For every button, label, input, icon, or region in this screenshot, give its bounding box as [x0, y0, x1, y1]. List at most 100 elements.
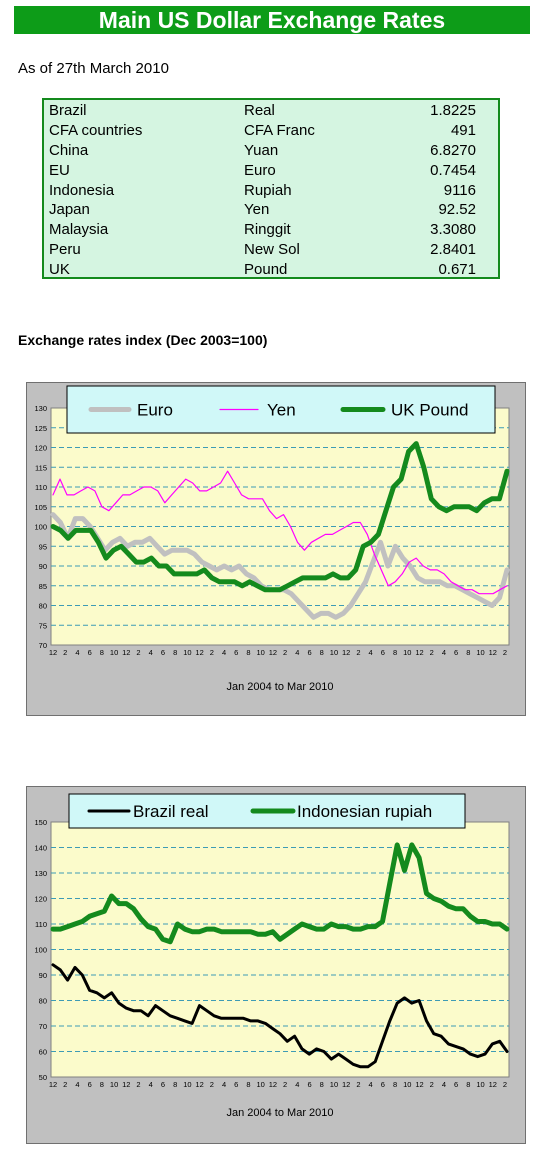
- y-tick-label: 90: [39, 971, 47, 980]
- x-tick-label: 10: [257, 1080, 265, 1089]
- table-row: Peru New Sol 2.8401: [44, 240, 498, 260]
- currency-cell: Euro: [244, 161, 276, 179]
- country-cell: Brazil: [49, 102, 87, 120]
- rate-cell: 491: [450, 122, 476, 140]
- x-tick-label: 8: [246, 648, 250, 657]
- x-tick-label: 6: [161, 648, 165, 657]
- x-tick-label: 12: [49, 1080, 57, 1089]
- table-row: Brazil Real 1.8225: [44, 101, 498, 121]
- x-tick-label: 2: [430, 1080, 434, 1089]
- series-line-yen: [52, 470, 508, 595]
- x-tick-label: 10: [183, 1080, 191, 1089]
- y-tick-label: 60: [39, 1048, 47, 1057]
- x-tick-label: 8: [100, 1080, 104, 1089]
- x-tick-label: 2: [283, 1080, 287, 1089]
- table-row: UK Pound 0.671: [44, 259, 498, 279]
- x-tick-label: 12: [122, 648, 130, 657]
- country-cell: UK: [49, 260, 70, 278]
- y-tick-label: 95: [39, 542, 47, 551]
- x-tick-label: 10: [110, 648, 118, 657]
- x-tick-label: 4: [149, 1080, 153, 1089]
- x-tick-label: 4: [75, 648, 79, 657]
- y-tick-label: 80: [39, 602, 47, 611]
- x-tick-label: 2: [503, 1080, 507, 1089]
- y-tick-label: 70: [39, 1022, 47, 1031]
- x-tick-label: 10: [110, 1080, 118, 1089]
- y-tick-label: 50: [39, 1073, 47, 1082]
- y-tick-label: 80: [39, 997, 47, 1006]
- chart-index-euro-yen-pound: 70 75 80 85 90 95 100 105 110 115 120 125 130 12 2 4 6 8 1…: [26, 382, 526, 716]
- x-tick-label: 10: [183, 648, 191, 657]
- chart-index-real-rupiah: 50 60 70 80 90 100 110 120 130 140 150 12 2 4 6 8 10 12 2 4…: [26, 786, 526, 1144]
- x-tick-label: 2: [430, 648, 434, 657]
- legend-label: Yen: [267, 401, 296, 420]
- x-tick-label: 2: [356, 648, 360, 657]
- x-tick-label: 12: [489, 648, 497, 657]
- x-tick-label: 2: [63, 1080, 67, 1089]
- x-tick-label: 2: [136, 648, 140, 657]
- x-tick-label: 4: [149, 648, 153, 657]
- x-tick-label: 4: [75, 1080, 79, 1089]
- rate-cell: 3.3080: [430, 221, 476, 239]
- currency-cell: New Sol: [244, 240, 300, 258]
- x-tick-label: 2: [503, 648, 507, 657]
- rate-cell: 6.8270: [430, 141, 476, 159]
- x-tick-label: 2: [283, 648, 287, 657]
- y-tick-label: 100: [34, 523, 47, 532]
- x-tick-label: 12: [195, 648, 203, 657]
- x-tick-label: 10: [257, 648, 265, 657]
- currency-cell: Ringgit: [244, 221, 291, 239]
- table-row: Malaysia Ringgit 3.3080: [44, 220, 498, 240]
- legend-label: Brazil real: [133, 802, 209, 821]
- x-tick-label: 10: [403, 1080, 411, 1089]
- y-tick-label: 130: [34, 869, 47, 878]
- x-tick-label: 8: [466, 1080, 470, 1089]
- x-tick-label: 8: [466, 648, 470, 657]
- rate-cell: 1.8225: [430, 102, 476, 120]
- y-tick-label: 105: [34, 503, 47, 512]
- x-tick-label: 8: [393, 648, 397, 657]
- x-tick-label: 12: [342, 1080, 350, 1089]
- legend-label: Euro: [137, 401, 173, 420]
- currency-cell: Pound: [244, 260, 288, 278]
- legend-label: Indonesian rupiah: [297, 802, 432, 821]
- exchange-rate-table: Brazil Real 1.8225 CFA countries CFA Franc 49…: [42, 98, 500, 279]
- x-tick-label: 12: [122, 1080, 130, 1089]
- x-tick-label: 8: [320, 1080, 324, 1089]
- x-tick-label: 4: [222, 1080, 226, 1089]
- x-tick-label: 8: [320, 648, 324, 657]
- as-of-date: As of 27th March 2010: [18, 60, 169, 77]
- y-tick-label: 85: [39, 582, 47, 591]
- y-tick-label: 90: [39, 562, 47, 571]
- x-tick-label: 10: [476, 1080, 484, 1089]
- x-tick-label: 6: [454, 648, 458, 657]
- y-tick-label: 120: [34, 444, 47, 453]
- x-tick-label: 4: [295, 648, 299, 657]
- x-tick-label: 10: [403, 648, 411, 657]
- x-tick-label: 2: [210, 1080, 214, 1089]
- y-tick-label: 100: [34, 946, 47, 955]
- table-row: Indonesia Rupiah 9116: [44, 180, 498, 200]
- x-tick-label: 10: [330, 648, 338, 657]
- rate-cell: 9116: [443, 181, 476, 199]
- country-cell: Japan: [49, 201, 90, 219]
- table-row: Japan Yen 92.52: [44, 200, 498, 220]
- rate-cell: 2.8401: [430, 240, 476, 258]
- x-tick-label: 12: [49, 648, 57, 657]
- y-tick-label: 130: [34, 404, 47, 413]
- section-title: Exchange rates index (Dec 2003=100): [18, 332, 268, 348]
- page-title: Main US Dollar Exchange Rates: [14, 6, 530, 34]
- x-tick-label: 12: [415, 1080, 423, 1089]
- y-tick-label: 150: [34, 818, 47, 827]
- y-tick-label: 125: [34, 424, 47, 433]
- table-row: EU Euro 0.7454: [44, 160, 498, 180]
- y-tick-label: 75: [39, 621, 47, 630]
- y-tick-label: 70: [39, 641, 47, 650]
- x-axis-label: Jan 2004 to Mar 2010: [226, 1107, 333, 1119]
- country-cell: Indonesia: [49, 181, 115, 199]
- x-tick-label: 4: [295, 1080, 299, 1089]
- currency-cell: CFA Franc: [244, 122, 315, 140]
- x-tick-label: 8: [393, 1080, 397, 1089]
